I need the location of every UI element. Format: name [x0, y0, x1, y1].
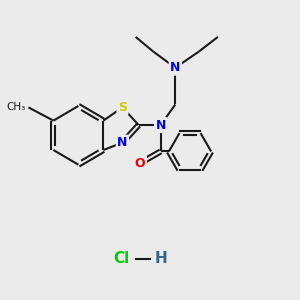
Text: N: N	[170, 61, 181, 74]
Text: N: N	[117, 136, 128, 149]
Text: H: H	[154, 251, 167, 266]
Text: N: N	[155, 118, 166, 131]
Text: S: S	[118, 101, 127, 114]
Text: Cl: Cl	[113, 251, 129, 266]
Text: CH₃: CH₃	[7, 102, 26, 112]
Text: O: O	[135, 157, 146, 170]
